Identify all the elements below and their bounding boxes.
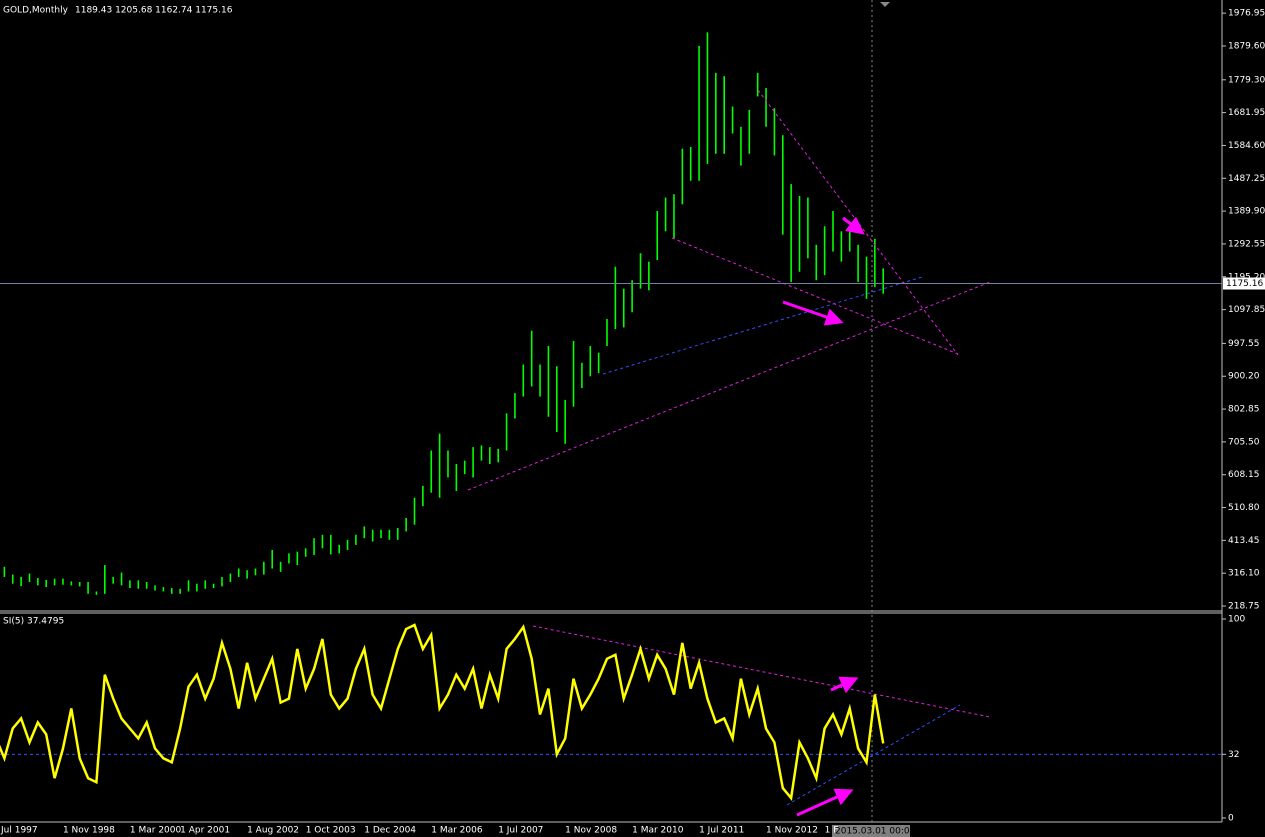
chart-title: GOLD,Monthly (3, 6, 69, 16)
x-tick-label: 1 Nov 1998 (63, 826, 115, 836)
arrow (782, 300, 844, 326)
x-tick-label: 1 Mar 2000 (130, 826, 182, 836)
x-tick-label: 1 Aug 2002 (247, 826, 299, 836)
y-tick-label: 1976.95 (1228, 9, 1265, 19)
y-tick-label: 32 (1228, 750, 1239, 760)
trend-line (757, 89, 959, 356)
price-bars (3, 32, 885, 595)
trend-line (602, 276, 923, 375)
y-tick-label: 0 (1228, 814, 1234, 824)
y-tick-label: 1292.55 (1228, 239, 1265, 249)
y-tick-label: 413.45 (1228, 536, 1260, 546)
y-tick-label: 510.80 (1228, 503, 1260, 513)
x-tick-label: 1 Apr 2001 (180, 826, 230, 836)
y-tick-label: 218.75 (1228, 602, 1260, 612)
chart-subtitle: 1189.43 1205.68 1162.74 1175.16 (75, 6, 233, 16)
x-tick-label: 1 Dec 2004 (364, 826, 416, 836)
price-line-label: 1175.16 (1226, 279, 1263, 289)
x-tick-label: 1 Jul 2007 (498, 826, 543, 836)
cursor-label-box (832, 825, 910, 837)
x-tick-label: Jul 1997 (0, 826, 38, 836)
arrow (796, 788, 854, 817)
arrows (782, 216, 865, 817)
y-tick-label: 608.15 (1228, 470, 1260, 480)
x-tick-label: 1 Mar 2010 (632, 826, 684, 836)
scroll-marker (880, 2, 890, 7)
y-tick-label: 705.50 (1228, 437, 1260, 447)
x-tick-label: 1 Nov 2008 (565, 826, 617, 836)
y-tick-label: 100 (1228, 615, 1245, 625)
y-tick-label: 316.10 (1228, 569, 1260, 579)
x-tick-label: 1 Mar 2006 (431, 826, 483, 836)
x-tick-label: 1 Nov 2012 (766, 826, 818, 836)
y-tick-label: 900.20 (1228, 372, 1260, 382)
indicator-title: SI(5) 37.4795 (3, 617, 64, 627)
y-tick-label: 802.85 (1228, 405, 1260, 415)
arrow (830, 676, 859, 694)
x-tick-label: 1 F (825, 826, 839, 836)
y-tick-label: 997.55 (1228, 339, 1260, 349)
y-tick-label: 1389.90 (1228, 207, 1265, 217)
y-tick-label: 1584.60 (1228, 141, 1265, 151)
x-tick-label: 1 Oct 2003 (306, 826, 356, 836)
y-tick-label: 1487.25 (1228, 174, 1265, 184)
x-tick-label: 1 Jul 2011 (699, 826, 744, 836)
indicator-line (0, 623, 885, 802)
y-tick-label: 1195.20 (1228, 272, 1265, 282)
trend-line (467, 281, 991, 491)
y-tick-label: 1779.30 (1228, 75, 1265, 85)
arrow (842, 216, 865, 235)
trend-lines (467, 89, 991, 806)
y-tick-label: 1097.85 (1228, 305, 1265, 315)
price-line-label-box (1223, 277, 1265, 290)
cursor-label: 2015.03.01 00:00 (835, 827, 916, 837)
y-tick-label: 1681.95 (1228, 108, 1265, 118)
y-tick-label: 1879.60 (1228, 41, 1265, 51)
